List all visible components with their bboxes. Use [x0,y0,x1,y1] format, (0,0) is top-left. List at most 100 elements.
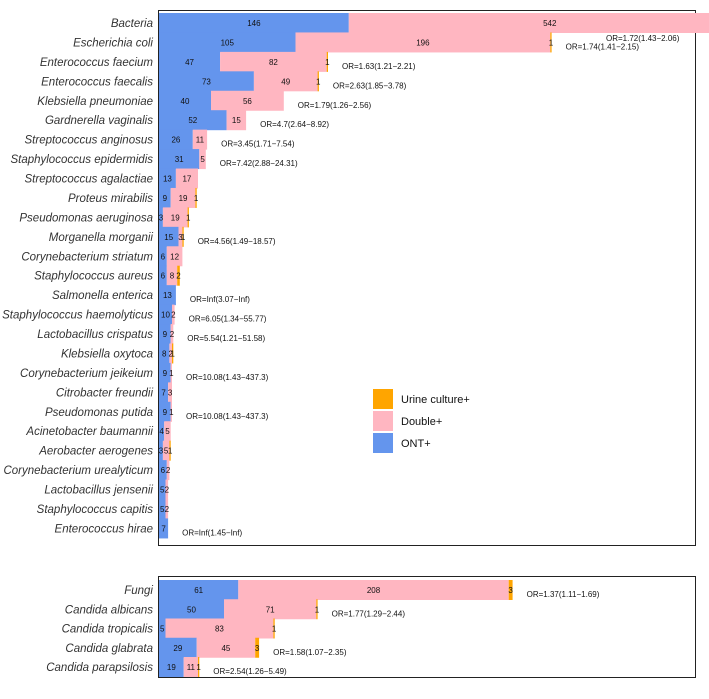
odds-ratio-enterococcus-faecalis: OR=2.63(1.85−3.78) [333,81,407,90]
bar-segment-morganella-morganii-ont [159,226,179,247]
bar-value-corynebacterium-jeikeium-ont: 9 [163,369,168,378]
bar-segment-pseudomonas-putida-double [170,401,172,422]
bar-value-candida-glabrata-urine-culture: 3 [255,644,260,653]
bar-value-lactobacillus-crispatus-double: 2 [170,330,175,339]
bar-segment-pseudomonas-putida-ont [159,401,171,422]
bar-segment-enterococcus-faecalis-urine-culture [317,71,319,92]
bar-value-escherichia-coli-ont: 105 [221,38,235,47]
bar-value-staphylococcus-capitis-double: 2 [165,505,170,514]
bar-value-acinetobacter-baumannii-ont: 4 [159,427,164,436]
category-label-candida-parapsilosis: Candida parapsilosis [46,662,153,674]
category-label-proteus-mirabilis: Proteus mirabilis [68,193,153,205]
category-label-corynebacterium-urealyticum: Corynebacterium urealyticum [3,465,153,477]
bar-value-staphylococcus-haemolyticus-ont: 10 [161,311,170,320]
odds-ratio-enterococcus-faecium: OR=1.63(1.21−2.21) [342,62,416,71]
bacteria-panel-frame [158,10,696,546]
bar-segment-pseudomonas-aeruginosa-urine-culture [187,207,189,228]
bar-segment-lactobacillus-crispatus-double [170,324,174,345]
bar-value-fungi-double: 208 [367,586,381,595]
bar-value-lactobacillus-jensenii-ont: 5 [160,486,165,495]
odds-ratio-staphylococcus-haemolyticus: OR=6.05(1.34−55.77) [189,315,267,324]
legend-swatch-ont [373,433,393,453]
bar-segment-streptococcus-anginosus-double [192,129,208,150]
bar-value-enterococcus-faecalis-double: 49 [281,77,290,86]
bar-value-corynebacterium-striatum-double: 12 [170,252,179,261]
category-label-morganella-morganii: Morganella morganii [49,232,154,244]
bar-value-candida-tropicalis-ont: 5 [160,625,165,634]
bar-value-bacteria-double: 542 [543,19,557,28]
bar-value-escherichia-coli-double: 196 [416,38,430,47]
bar-segment-staphylococcus-epidermidis-ont [159,149,200,170]
bar-segment-corynebacterium-urealyticum-double [166,460,170,481]
bar-segment-staphylococcus-haemolyticus-double [172,304,175,325]
bar-segment-escherichia-coli-double [295,32,551,53]
bar-segment-enterococcus-faecium-urine-culture [326,51,328,72]
bar-value-enterococcus-faecium-double: 82 [269,58,278,67]
bar-value-klebsiella-oxytoca-double: 2 [168,349,173,358]
bar-segment-klebsiella-oxytoca-ont [159,343,170,364]
bar-value-escherichia-coli-urine-culture: 1 [549,38,554,47]
bar-value-proteus-mirabilis-double: 19 [179,194,188,203]
bar-segment-fungi-ont [159,580,239,600]
bar-segment-bacteria-double [348,13,709,33]
bar-value-aerobacter-aerogenes-double: 5 [164,447,169,456]
odds-ratio-klebsiella-pneumoniae: OR=1.79(1.26−2.56) [298,101,372,110]
bar-segment-klebsiella-oxytoca-double [169,343,172,364]
bar-value-candida-tropicalis-urine-culture: 1 [272,625,277,634]
category-label-fungi: Fungi [124,585,153,597]
bar-value-staphylococcus-epidermidis-ont: 31 [175,155,184,164]
bar-segment-streptococcus-anginosus-ont [159,129,193,150]
category-label-klebsiella-pneumoniae: Klebsiella pneumoniae [37,96,153,108]
odds-ratio-fungi: OR=1.37(1.11−1.69) [527,590,600,599]
category-label-enterococcus-faecium: Enterococcus faecium [40,57,154,69]
legend-label-ont: ONT+ [401,438,431,450]
bar-segment-lactobacillus-crispatus-ont [159,324,171,345]
bar-segment-corynebacterium-striatum-double [166,246,183,267]
bar-segment-corynebacterium-jeikeium-ont [159,362,171,383]
bar-segment-klebsiella-pneumoniae-double [211,90,284,111]
bar-segment-enterococcus-faecium-double [220,51,327,72]
category-label-staphylococcus-epidermidis: Staphylococcus epidermidis [10,154,153,166]
bar-segment-aerobacter-aerogenes-urine-culture [169,440,171,461]
category-label-enterococcus-faecalis: Enterococcus faecalis [41,76,153,88]
bar-segment-corynebacterium-striatum-ont [159,246,167,267]
bar-segment-enterococcus-faecalis-ont [159,71,254,92]
bar-segment-fungi-double [238,580,509,600]
bar-segment-staphylococcus-aureus-urine-culture [177,265,180,286]
bar-segment-salmonella-enterica-ont [159,285,176,306]
odds-ratio-candida-albicans: OR=1.77(1.29−2.44) [332,609,406,618]
bar-value-klebsiella-pneumoniae-ont: 40 [181,97,190,106]
odds-ratio-staphylococcus-epidermidis: OR=7.42(2.88−24.31) [220,159,298,168]
odds-ratio-streptococcus-anginosus: OR=3.45(1.71−7.54) [221,140,295,149]
bar-segment-lactobacillus-jensenii-double [165,479,169,500]
bar-segment-gardnerella-vaginalis-ont [159,110,227,131]
bar-value-pseudomonas-aeruginosa-urine-culture: 1 [186,213,191,222]
bar-segment-enterococcus-faecalis-double [253,71,318,92]
bar-segment-staphylococcus-aureus-ont [159,265,167,286]
bar-segment-enterococcus-faecium-ont [159,51,221,72]
bar-segment-pseudomonas-aeruginosa-ont [159,207,163,228]
bar-value-staphylococcus-aureus-urine-culture: 2 [176,272,181,281]
bar-segment-gardnerella-vaginalis-double [226,110,247,131]
category-label-pseudomonas-putida: Pseudomonas putida [45,407,153,419]
bar-value-gardnerella-vaginalis-ont: 52 [188,116,197,125]
bar-value-gardnerella-vaginalis-double: 15 [232,116,241,125]
bar-value-acinetobacter-baumannii-double: 5 [165,427,170,436]
bar-segment-candida-parapsilosis-ont [159,657,184,677]
bar-segment-acinetobacter-baumannii-ont [159,421,165,442]
bar-segment-pseudomonas-aeruginosa-double [162,207,188,228]
odds-ratio-gardnerella-vaginalis: OR=4.7(2.64−8.92) [260,120,329,129]
odds-ratio-bacteria: OR=1.72(1.43−2.06) [606,34,680,43]
bar-value-candida-parapsilosis-urine-culture: 1 [196,663,201,672]
bar-value-pseudomonas-aeruginosa-ont: 3 [159,213,164,222]
bar-value-proteus-mirabilis-urine-culture: 1 [194,194,199,203]
bar-value-candida-tropicalis-double: 83 [215,625,224,634]
bar-value-lactobacillus-jensenii-double: 2 [165,486,170,495]
bar-value-bacteria-ont: 146 [247,19,261,28]
odds-ratio-enterococcus-hirae: OR=Inf(1.45−Inf) [182,528,242,537]
bar-value-corynebacterium-jeikeium-double: 1 [169,369,174,378]
bar-segment-candida-parapsilosis-double [183,657,198,677]
odds-ratio-candida-glabrata: OR=1.58(1.07−2.35) [273,648,347,657]
bar-value-staphylococcus-epidermidis-double: 5 [200,155,205,164]
